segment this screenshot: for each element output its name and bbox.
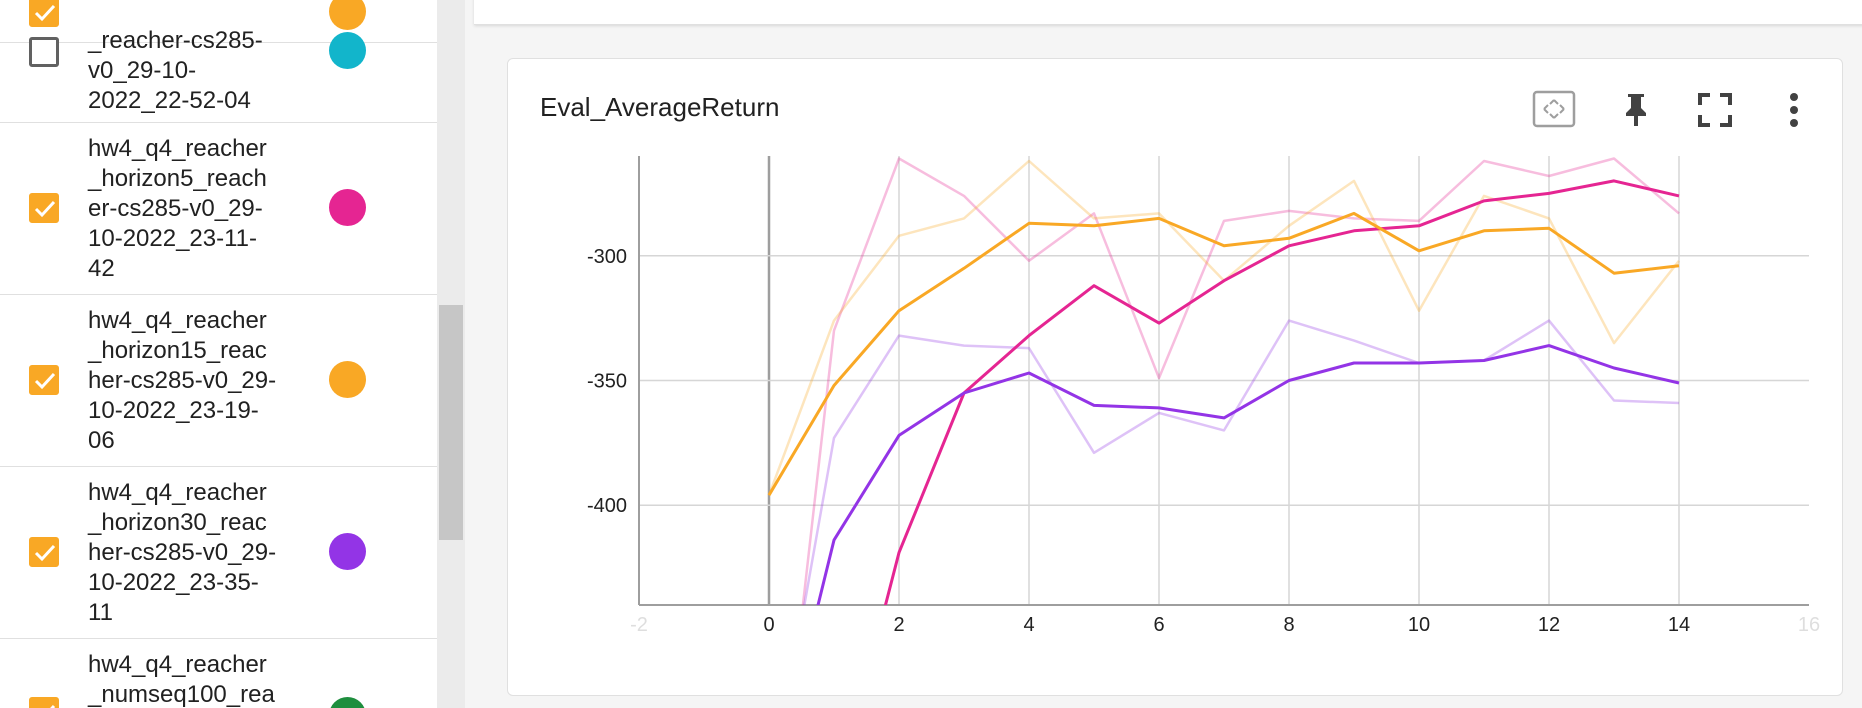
- pin-icon: [1626, 94, 1646, 126]
- sidebar-scrollbar-thumb[interactable]: [439, 305, 463, 540]
- run-row[interactable]: hw4_q4_reacher _numseq100_rea: [0, 639, 437, 708]
- x-tick-label: 12: [1538, 614, 1560, 636]
- x-tick-label: 10: [1408, 614, 1430, 636]
- more-vert-icon: [1790, 93, 1798, 127]
- run-checkbox[interactable]: [29, 697, 59, 708]
- run-color-swatch[interactable]: [329, 361, 366, 398]
- run-color-swatch[interactable]: [329, 533, 366, 570]
- run-row[interactable]: _reacher-cs285- v0_29-10- 2022_22-52-04: [0, 27, 437, 123]
- series-smoothed-line: [883, 179, 1680, 605]
- fullscreen-icon: [1698, 93, 1732, 127]
- fullscreen-button[interactable]: [1693, 88, 1737, 132]
- x-tick-label: 14: [1668, 614, 1690, 636]
- check-icon: [34, 544, 56, 562]
- check-icon: [34, 4, 56, 22]
- x-tick-label: 0: [763, 614, 774, 636]
- fit-domain-icon: [1532, 90, 1576, 128]
- pin-button[interactable]: [1614, 88, 1658, 132]
- x-tick-label: -2: [630, 614, 648, 636]
- y-tick-label: -300: [587, 246, 627, 268]
- run-checkbox[interactable]: [29, 193, 59, 223]
- run-checkbox[interactable]: [29, 537, 59, 567]
- series-raw-line: [803, 319, 1680, 605]
- chart-title: Eval_AverageReturn: [540, 92, 780, 122]
- run-row[interactable]: hw4_q4_reacher _horizon30_reac her-cs285…: [0, 467, 437, 639]
- run-checkbox[interactable]: [29, 0, 59, 27]
- run-row[interactable]: [0, 0, 437, 43]
- x-tick-label: 16: [1798, 614, 1820, 636]
- run-name: _reacher-cs285- v0_29-10- 2022_22-52-04: [88, 27, 263, 114]
- run-row[interactable]: hw4_q4_reacher _horizon15_reac her-cs285…: [0, 295, 437, 467]
- run-checkbox[interactable]: [29, 37, 59, 67]
- x-tick-label: 2: [893, 614, 904, 636]
- fit-domain-button[interactable]: [1532, 88, 1576, 132]
- y-tick-label: -400: [587, 495, 627, 517]
- chart-card: [507, 58, 1843, 696]
- series-raw-line: [767, 159, 1680, 496]
- x-tick-label: 6: [1153, 614, 1164, 636]
- run-color-swatch[interactable]: [329, 32, 366, 69]
- run-name: hw4_q4_reacher _horizon30_reac her-cs285…: [88, 479, 277, 626]
- more-options-button[interactable]: [1772, 88, 1816, 132]
- y-tick-label: -350: [587, 371, 627, 393]
- check-icon: [34, 372, 56, 390]
- x-tick-label: 8: [1283, 614, 1294, 636]
- check-icon: [34, 200, 56, 218]
- run-color-swatch[interactable]: [329, 0, 366, 30]
- series-raw-line: [801, 157, 1680, 605]
- run-name: hw4_q4_reacher _horizon5_reach er-cs285-…: [88, 135, 267, 282]
- run-row[interactable]: hw4_q4_reacher _horizon5_reach er-cs285-…: [0, 123, 437, 295]
- run-name: hw4_q4_reacher _numseq100_rea: [88, 651, 275, 708]
- previous-card: [474, 0, 1862, 25]
- x-tick-label: 4: [1023, 614, 1034, 636]
- run-name: hw4_q4_reacher _horizon15_reac her-cs285…: [88, 307, 277, 454]
- series-smoothed-line: [816, 344, 1680, 605]
- run-color-swatch[interactable]: [329, 697, 366, 708]
- run-color-swatch[interactable]: [329, 189, 366, 226]
- series-smoothed-line: [767, 211, 1680, 496]
- run-checkbox[interactable]: [29, 365, 59, 395]
